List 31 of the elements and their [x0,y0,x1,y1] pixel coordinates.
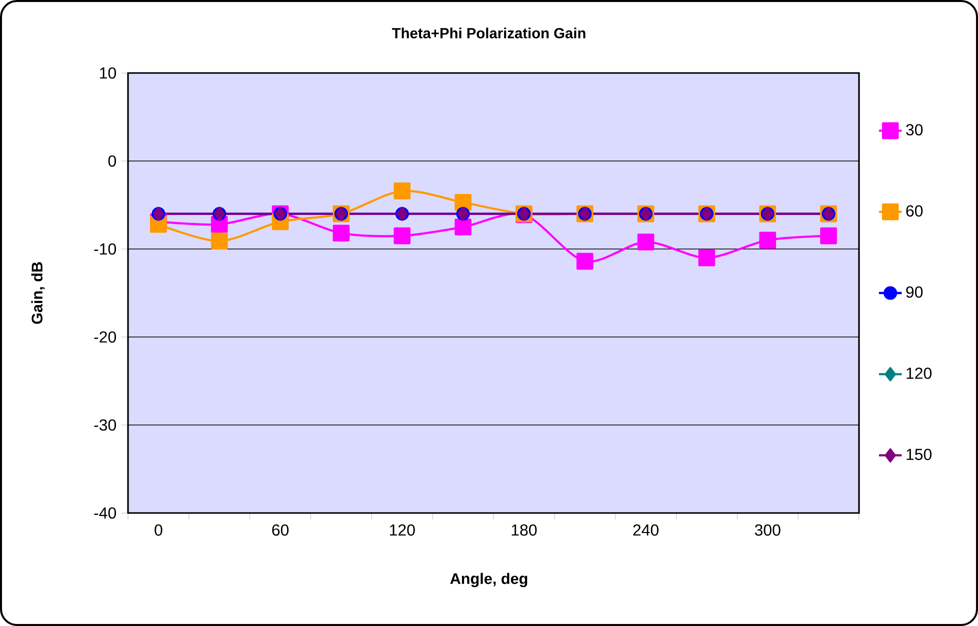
y-tick-label: 0 [108,155,116,167]
point [454,194,472,211]
x-axis-title: Angle, deg [450,572,528,588]
y-tick-label: -20 [94,331,116,343]
legend-label: 120 [906,368,932,379]
y-tick-label: -40 [94,507,116,519]
point [759,232,776,249]
y-tick-label: 10 [100,67,116,79]
legend-label: 150 [906,448,932,460]
point [210,232,228,250]
point [394,182,411,200]
x-tick-label: 180 [512,524,537,536]
point [820,227,837,244]
chart-title: Theta+Phi Polarization Gain [392,28,586,38]
point [454,218,472,236]
point [576,252,594,270]
y-axis-title: Gain, dB [31,262,45,324]
x-tick-label: 240 [633,524,659,536]
x-tick-label: 60 [272,524,289,536]
point [394,227,411,244]
x-tick-label: 120 [390,524,415,536]
x-tick-label: 0 [154,524,162,536]
y-tick-label: -30 [94,419,116,431]
legend-label: 90 [906,286,923,298]
point [698,249,716,266]
legend-label: 30 [906,124,923,136]
point [637,234,654,250]
y-tick-label: -10 [94,243,116,255]
x-tick-label: 300 [754,524,780,536]
point [332,224,350,242]
legend-label: 60 [906,205,923,217]
